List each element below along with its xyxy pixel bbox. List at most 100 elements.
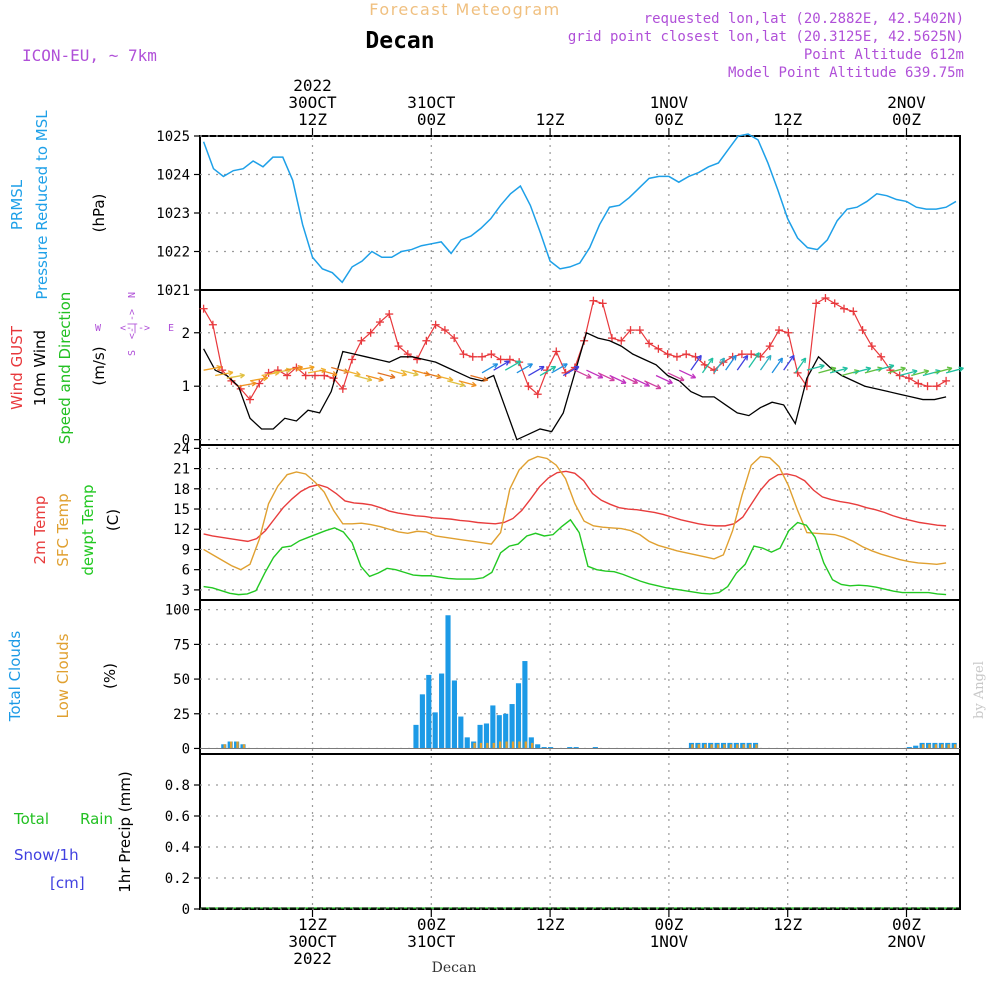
wind-direction-arrow [238, 380, 257, 387]
low-cloud-bar [941, 744, 944, 749]
low-cloud-bar [524, 741, 527, 749]
top-axis-label: 00Z [892, 110, 921, 129]
sfc-temp-label: SFC Temp [54, 493, 72, 566]
gust-marker [784, 328, 793, 337]
wind-direction-arrow [887, 366, 906, 374]
temp-ytick-label: 15 [173, 502, 190, 518]
gust-series [203, 297, 947, 401]
wind-direction-arrow [690, 354, 702, 371]
low-cloud-bar [518, 741, 521, 749]
total-cloud-bar [541, 747, 547, 749]
top-axis-label: 12Z [773, 110, 802, 129]
total-cloud-bar [509, 704, 515, 749]
bottom-axis-label: 12Z [298, 915, 327, 934]
temp-ytick-label: 12 [173, 522, 190, 538]
supertitle: Forecast Meteogram [369, 0, 560, 19]
gust-marker [450, 334, 459, 343]
gust-marker [626, 326, 635, 335]
cloud-panel: 0 25 50 75 100 [165, 599, 961, 757]
wind-direction-arrow [655, 374, 673, 384]
cloud-unit-label: (%) [101, 663, 119, 689]
bottom-axis-label: 00Z [417, 915, 446, 934]
temp-ytick-label: 3 [182, 583, 190, 599]
low-cloud-bar [710, 744, 713, 749]
wind-direction-arrow [377, 372, 396, 380]
temp-ytick-label: 18 [173, 482, 190, 498]
total-cloud-bar [522, 661, 528, 749]
gust-marker [264, 368, 273, 377]
snow-unit-label: [cm] [50, 874, 85, 892]
footer-location: Decan [432, 960, 477, 976]
header: Forecast Meteogram Decan ICON-EU, ~ 7km … [22, 0, 964, 81]
gust-marker [617, 336, 626, 345]
gust-marker [830, 299, 839, 308]
wind-direction-arrow [562, 365, 580, 377]
low-cloud-bar [947, 744, 950, 749]
total-cloud-bar [483, 723, 490, 749]
wind-direction-arrow [389, 369, 408, 377]
model-altitude: Model Point Altitude 639.75m [728, 65, 964, 81]
total-cloud-bar [547, 747, 554, 749]
gust-marker [645, 339, 654, 348]
temp-ytick-label: 9 [182, 542, 190, 558]
gridpoint-coords: grid point closest lon,lat (20.3125E, 42… [568, 29, 964, 45]
precip-ytick-label: 0.8 [165, 778, 190, 794]
gust-marker [821, 294, 830, 303]
total-cloud-bar [567, 747, 573, 749]
low-cloud-bar [736, 744, 739, 749]
wind-direction-arrow [365, 374, 384, 382]
gust-marker [431, 320, 440, 329]
bottom-axis-label: 00Z [892, 915, 921, 934]
low-cloud-bar [697, 744, 700, 749]
dewpt-label: dewpt Temp [79, 484, 97, 575]
total-rain-label-2: Rain [80, 810, 113, 828]
bottom-axis-label: 30OCT [288, 932, 337, 951]
low-cloud-bar [531, 742, 534, 749]
point-altitude: Point Altitude 612m [804, 47, 964, 63]
requested-coords: requested lon,lat (20.2882E, 42.5402N) [644, 11, 964, 27]
gust-marker [505, 355, 514, 364]
gust-marker [320, 371, 329, 380]
total-cloud-bar [573, 747, 579, 749]
gust-marker [672, 352, 681, 361]
gust-marker [487, 350, 496, 359]
wind-ytick-label: 1 [182, 379, 190, 395]
gust-marker [208, 320, 217, 329]
wind-direction-arrow [911, 369, 930, 377]
prmsl-desc-label: Pressure Reduced to MSL [33, 110, 51, 300]
pressure-ytick-label: 1025 [156, 129, 190, 145]
credit: by Angel [972, 661, 987, 719]
wind-direction-arrow [806, 363, 825, 371]
gust-marker [524, 382, 533, 391]
low-cloud-bar [473, 742, 476, 749]
bottom-axis-label: 12Z [773, 915, 802, 934]
wind-direction-arrow [539, 365, 557, 377]
low-cloud-bar [492, 742, 495, 749]
svg-text:E: E [168, 323, 174, 334]
gust-marker [877, 352, 886, 361]
top-axis-label: 00Z [417, 110, 446, 129]
top-axis-label: 30OCT [288, 93, 337, 112]
low-cloud-bar [755, 744, 758, 749]
top-axis-label: 2NOV [887, 93, 926, 112]
top-axis-label: 31OCT [407, 93, 456, 112]
total-cloud-bar [913, 745, 919, 749]
top-axis-label: 00Z [654, 110, 683, 129]
wind-label: 10m Wind [31, 330, 49, 406]
total-cloud-bar [432, 712, 438, 749]
gust-marker [737, 350, 746, 359]
wind-direction-arrow [794, 357, 807, 374]
wind-direction-arrow [783, 354, 795, 371]
wind-direction-arrow [934, 366, 953, 374]
gust-marker [301, 371, 310, 380]
gust-marker [310, 371, 319, 380]
total-cloud-bar [592, 747, 598, 749]
total-cloud-bar [451, 680, 457, 749]
wind-direction-arrow [899, 369, 918, 377]
total-cloud-bar [477, 724, 483, 749]
wind-direction-arrow [771, 357, 784, 374]
sfc-temp-series [203, 455, 947, 571]
gust-marker [942, 376, 951, 385]
prmsl-series [202, 133, 957, 284]
